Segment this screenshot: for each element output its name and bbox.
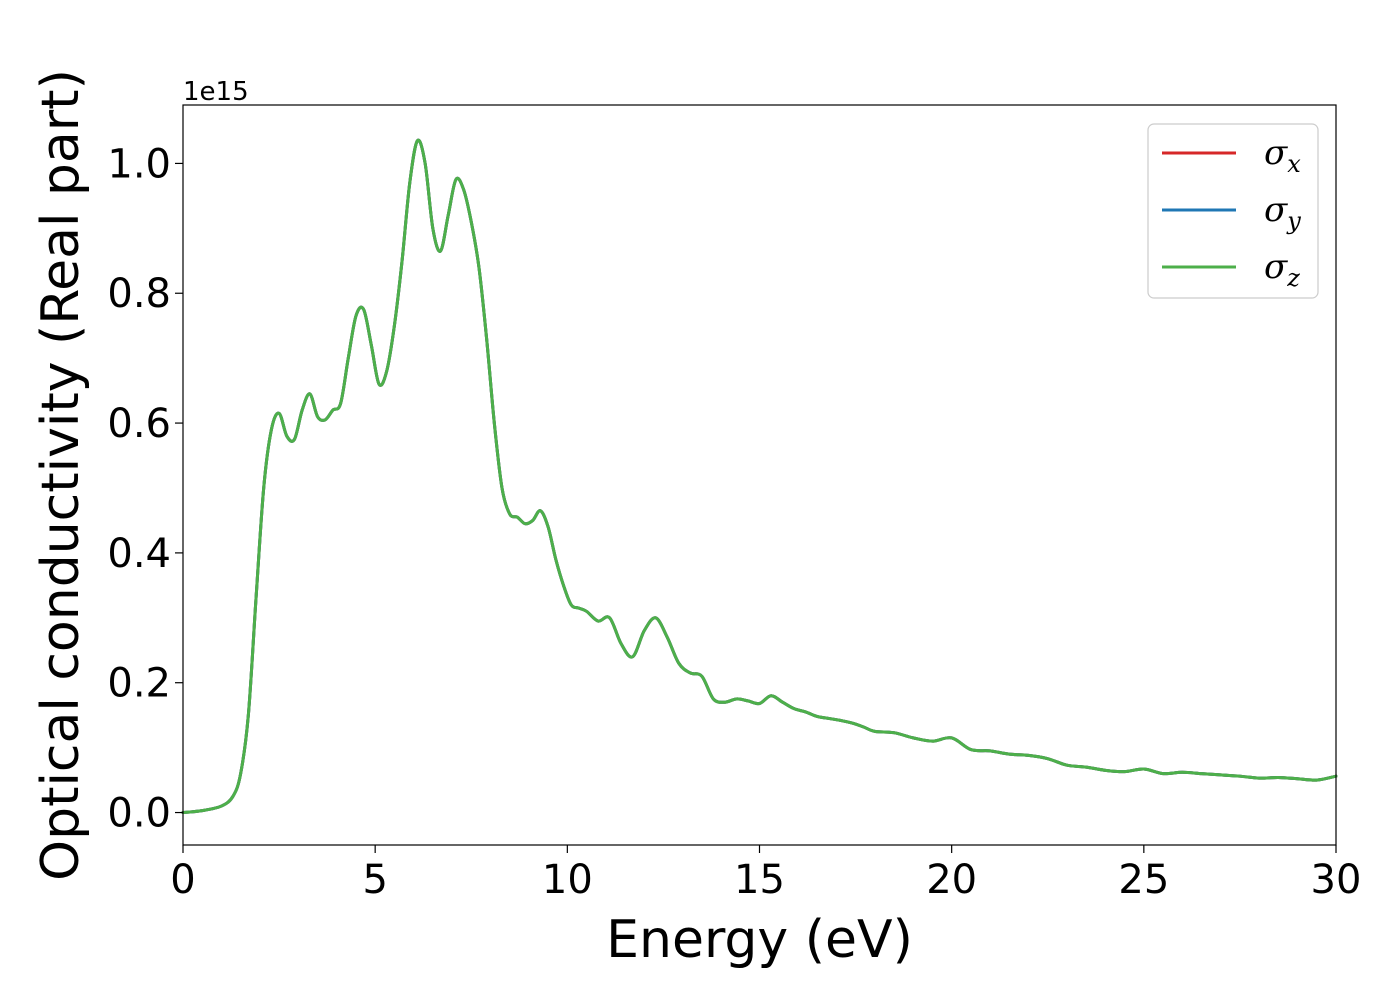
x-tick-label: 15 xyxy=(734,857,785,903)
x-axis-title: Energy (eV) xyxy=(606,910,913,970)
x-tick-label: 5 xyxy=(362,857,387,903)
x-axis-ticks: 0 5 10 15 20 25 30 xyxy=(170,845,1361,903)
y-tick-label: 0.6 xyxy=(107,401,171,447)
x-tick-label: 20 xyxy=(926,857,977,903)
x-tick-label: 10 xyxy=(542,857,593,903)
y-tick-label: 0.0 xyxy=(107,791,171,837)
y-axis-ticks: 0.0 0.2 0.4 0.6 0.8 1.0 xyxy=(107,141,183,837)
plot-lines xyxy=(181,138,1338,815)
series-line-σz xyxy=(181,138,1338,815)
x-tick-label: 0 xyxy=(170,857,195,903)
y-tick-label: 0.4 xyxy=(107,531,171,577)
y-tick-label: 1.0 xyxy=(107,141,171,187)
x-tick-label: 25 xyxy=(1118,857,1169,903)
x-tick-label: 30 xyxy=(1311,857,1362,903)
y-axis-title: Optical conductivity (Real part) xyxy=(31,69,91,881)
y-offset-text: 1e15 xyxy=(183,77,249,107)
y-tick-label: 0.8 xyxy=(107,271,171,317)
y-tick-label: 0.2 xyxy=(107,661,171,707)
